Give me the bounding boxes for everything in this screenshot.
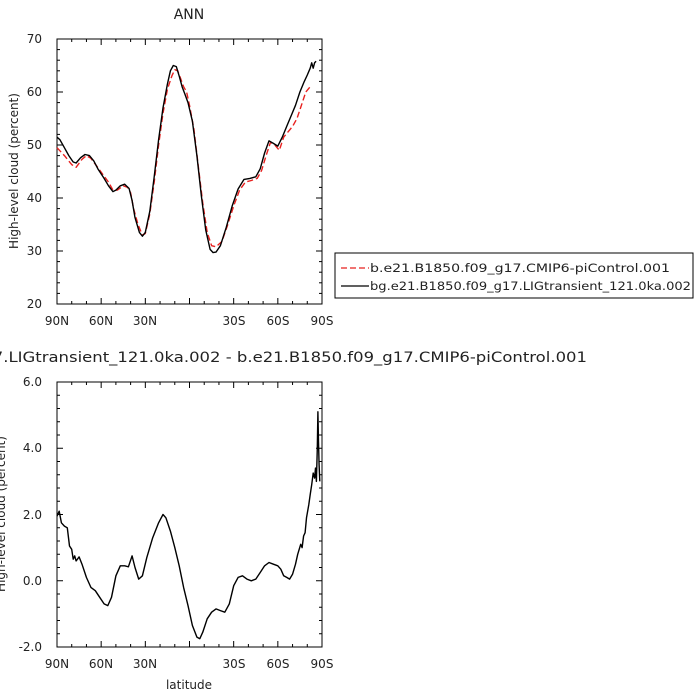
- legend-label-transient: bg.e21.B1850.f09_g17.LIGtransient_121.0k…: [370, 279, 691, 293]
- bottom-xtick-label: 30S: [223, 657, 246, 671]
- bottom-ytick-label: 0.0: [23, 574, 42, 588]
- bottom-series-lines: [56, 411, 321, 640]
- legend-box: [334, 252, 694, 299]
- top-xtick-label: 30N: [133, 314, 157, 328]
- top-y-axis-label: High-level cloud (percent): [7, 93, 21, 249]
- legend: b.e21.B1850.f09_g17.CMIP6-piControl.001 …: [334, 252, 694, 299]
- bottom-series-line-0: [56, 411, 321, 640]
- bottom-plot-area: [56, 381, 323, 648]
- bottom-x-tick-labels: 90N 60N 30N 30S 60S 90S: [45, 657, 334, 671]
- bottom-xtick-label: 90N: [45, 657, 69, 671]
- top-ytick-label: 30: [27, 244, 42, 258]
- bottom-xtick-label: 60S: [267, 657, 290, 671]
- top-y-tick-labels: 20 30 40 50 60 70: [27, 32, 42, 311]
- top-series-line-1: [56, 60, 317, 254]
- bottom-y-axis-label: High-level cloud (percent): [0, 436, 8, 592]
- top-xtick-label: 60S: [267, 314, 290, 328]
- top-plot-frame: [56, 38, 323, 305]
- bottom-ytick-label: 2.0: [23, 508, 42, 522]
- top-x-tick-labels: 90N 60N 30N 30S 60S 90S: [45, 314, 334, 328]
- top-ytick-label: 40: [27, 191, 42, 205]
- bottom-ytick-label: 6.0: [23, 375, 42, 389]
- top-xtick-label: 60N: [89, 314, 113, 328]
- top-ytick-label: 20: [27, 297, 42, 311]
- bottom-ytick-label: -2.0: [19, 640, 42, 654]
- top-title: ANN: [174, 7, 205, 23]
- bottom-panel: bg.e21.B1850.f09_g17.LIGtransient_121.0k…: [0, 350, 587, 692]
- top-plot-area: [56, 38, 323, 305]
- top-ytick-label: 50: [27, 138, 42, 152]
- top-ytick-label: 70: [27, 32, 42, 46]
- legend-label-control: b.e21.B1850.f09_g17.CMIP6-piControl.001: [370, 261, 670, 275]
- top-xtick-label: 90S: [311, 314, 334, 328]
- bottom-x-axis-label: latitude: [166, 678, 212, 692]
- bottom-title: bg.e21.B1850.f09_g17.LIGtransient_121.0k…: [0, 350, 587, 366]
- bottom-xtick-label: 90S: [311, 657, 334, 671]
- bottom-xtick-label: 60N: [89, 657, 113, 671]
- top-ytick-label: 60: [27, 85, 42, 99]
- top-panel: ANN 20 30 40 50 60 70 90N 60N 30N 30S 60…: [7, 7, 333, 328]
- top-xtick-label: 90N: [45, 314, 69, 328]
- bottom-plot-frame: [56, 381, 323, 648]
- bottom-tick-marks: [56, 381, 323, 648]
- bottom-xtick-label: 30N: [133, 657, 157, 671]
- top-tick-marks: [56, 38, 323, 305]
- top-series-lines: [56, 60, 317, 254]
- bottom-ytick-label: 4.0: [23, 441, 42, 455]
- top-xtick-label: 30S: [223, 314, 246, 328]
- bottom-y-tick-labels: -2.0 0.0 2.0 4.0 6.0: [19, 375, 42, 654]
- top-series-line-0: [56, 68, 311, 248]
